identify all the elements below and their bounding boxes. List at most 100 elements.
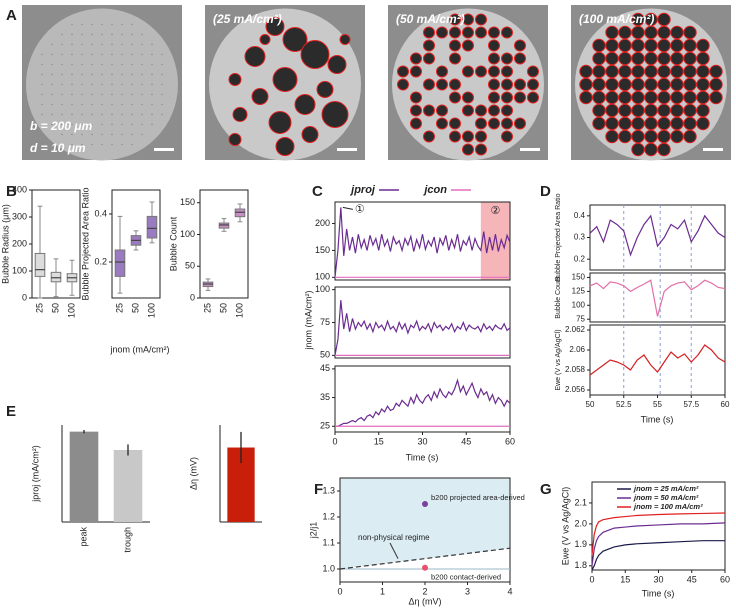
bubble [657,25,671,40]
bubble [696,90,710,105]
bubble [514,78,526,91]
bubble [436,65,448,78]
y-axis-label: Bubble Count [555,276,562,318]
bubble [462,39,474,52]
dot [51,73,53,76]
series-line [591,540,725,571]
bubble [709,77,723,92]
scale-bar [337,148,357,151]
y-tick-label: 45 [320,363,330,373]
dot [111,63,113,66]
bubble [228,73,242,86]
bubble [449,26,461,39]
region-arrow [389,542,399,559]
bubble [397,78,409,91]
bubble [631,77,645,92]
category-label: 100 [146,303,156,318]
bubble [514,91,526,104]
y-tick-label: 0.2 [94,256,107,266]
chart: 1.8 1.9 2.0 2.1 0 15 30 45 60 Ewe (V vs Ag/AgCl) T… [560,481,730,598]
bubble [618,51,632,66]
x-tick-label: 15 [620,574,630,584]
dot [61,83,63,86]
bubble [670,51,684,66]
category-label: 25 [34,303,44,313]
series-line [589,214,726,257]
dot [121,133,123,136]
dot [121,23,123,26]
scale-bar [520,148,540,151]
photo-label: b = 200 μm [30,119,93,133]
y-axis-label: Bubble Projected Area Ratio [555,193,562,281]
bubble [436,117,448,130]
bubble [618,38,632,53]
y-axis-label: Bubble Radius (μm) [0,204,10,284]
y-tick-label: 1.2 [322,511,335,521]
dot [121,73,123,76]
frame [199,189,249,299]
bubble [683,90,697,105]
bubble [631,129,645,144]
series-line [589,344,726,376]
dot [101,53,103,56]
bubble [644,116,658,131]
y-axis-label: Bubble Count [168,216,178,271]
dot [101,143,103,146]
dot [91,143,93,146]
dot [111,33,113,36]
box [146,215,158,239]
y-tick-label: 0 [190,292,195,302]
dot [141,43,143,46]
dot [111,103,113,106]
bubble [449,130,461,143]
bubble [275,137,295,156]
x-tick-label: 15 [374,436,384,446]
dot [121,33,123,36]
panel-letter: E [6,403,16,420]
dot [111,53,113,56]
bubble [657,129,671,144]
dot [71,53,73,56]
bubble [605,25,619,40]
dot [81,63,83,66]
bubble [436,104,448,117]
dot [91,43,93,46]
dot [91,73,93,76]
y-tick-label: 0.3 [574,233,586,242]
bubble [670,116,684,131]
x-tick-label: 1 [380,586,385,596]
dot [111,23,113,26]
legend-label: jnom = 25 mA/cm² [633,484,699,493]
dot [101,23,103,26]
dot [111,73,113,76]
dot [121,123,123,126]
x-tick-label: 45 [687,574,697,584]
x-axis-label: Δη (mV) [408,596,441,606]
x-tick-label: 30 [417,436,427,446]
bubble [410,117,422,130]
dot [131,53,133,56]
bubble [644,38,658,53]
dot [81,103,83,106]
y-tick-label: 2.062 [565,325,586,334]
y-axis-label: jproj (mA/cm²) [30,445,40,503]
bubble [397,65,409,78]
chart: 2.056 2.058 2.06 2.062 50 52.5 55 57.5 60 Ewe (V … [555,324,730,424]
bubble [631,12,645,27]
dot [71,143,73,146]
bubble [618,90,632,105]
y-tick-label: 0.4 [94,208,107,218]
dot [151,93,153,96]
bubble [259,34,271,45]
x-tick-label: 3 [465,586,470,596]
dot [61,43,63,46]
dot [61,53,63,56]
panel-letter: G [540,481,552,498]
bubble [670,90,684,105]
bubble [462,13,474,26]
dot [81,133,83,136]
box [114,249,126,277]
dot [51,93,53,96]
bubble [488,78,500,91]
